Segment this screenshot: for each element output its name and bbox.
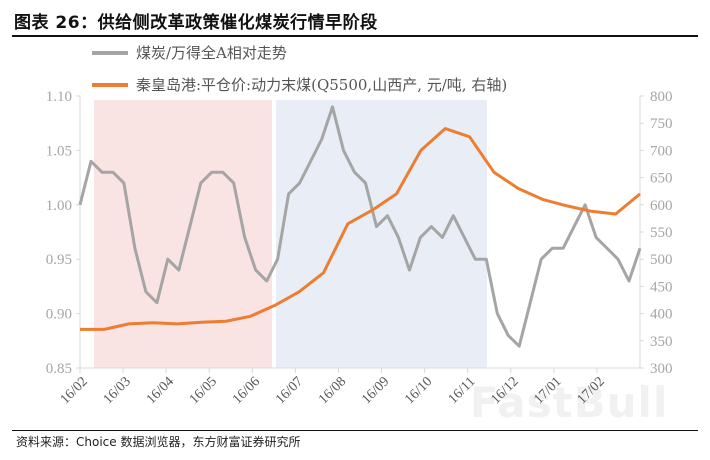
legend-swatch-orange	[92, 82, 128, 87]
source-divider	[12, 430, 698, 431]
x-axis-tick: 16/08	[316, 374, 349, 407]
left-axis-tick: 1.00	[46, 198, 72, 214]
legend-swatch-gray	[92, 50, 128, 55]
right-axis-tick: 400	[650, 307, 673, 323]
x-axis-tick: 16/04	[144, 374, 177, 407]
x-axis-tick: 16/10	[402, 374, 435, 407]
right-axis-tick: 450	[650, 279, 673, 295]
source-note: 资料来源：Choice 数据浏览器，东方财富证券研究所	[16, 435, 301, 449]
x-axis-tick: 16/03	[101, 374, 134, 407]
x-axis-tick: 16/09	[359, 374, 392, 407]
x-axis-tick: 16/05	[187, 374, 220, 407]
left-axis-tick: 0.95	[46, 252, 72, 268]
right-axis-tick: 650	[650, 171, 673, 187]
x-axis-tick: 17/01	[532, 374, 565, 407]
chart-title: 图表 26：供给侧改革政策催化煤炭行情早阶段	[14, 13, 378, 33]
series-line	[78, 105, 642, 348]
series-line	[80, 127, 641, 331]
legend-item-qhd-price: 秦皇岛港:平仓价:动力末煤(Q5500,山西产, 元/吨, 右轴)	[92, 74, 507, 95]
x-axis-tick: 16/12	[488, 374, 521, 407]
shaded-region-blue-phase	[276, 100, 487, 368]
legend-label: 秦皇岛港:平仓价:动力末煤(Q5500,山西产, 元/吨, 右轴)	[136, 76, 508, 94]
series-lines	[78, 105, 642, 348]
legend-label: 煤炭/万得全A相对走势	[136, 44, 287, 62]
left-axis-tick: 1.05	[46, 143, 72, 159]
right-axis-tick: 550	[650, 225, 673, 241]
right-axis-tick: 750	[650, 116, 673, 132]
x-axis-tick: 17/02	[575, 374, 608, 407]
right-axis-tick: 600	[650, 198, 673, 214]
shaded-regions	[94, 100, 487, 368]
legend-item-coal-relative: 煤炭/万得全A相对走势	[92, 42, 287, 63]
right-axis-tick: 500	[650, 252, 673, 268]
x-axis-tick: 16/11	[446, 374, 479, 407]
x-axis-tick: 16/02	[58, 374, 91, 407]
right-axis-tick: 350	[650, 334, 673, 350]
x-axis-tick: 16/06	[230, 374, 263, 407]
x-axis-tick: 16/07	[273, 374, 306, 407]
left-axis-tick: 0.90	[46, 307, 72, 323]
right-axis-tick: 300	[650, 361, 673, 377]
title-divider	[12, 35, 698, 37]
right-axis-tick: 700	[650, 143, 673, 159]
right-axis-tick: 800	[650, 89, 673, 105]
left-axis-tick: 1.10	[46, 89, 72, 105]
left-axis-tick: 0.85	[46, 361, 72, 377]
watermark: FastBull	[470, 378, 669, 427]
